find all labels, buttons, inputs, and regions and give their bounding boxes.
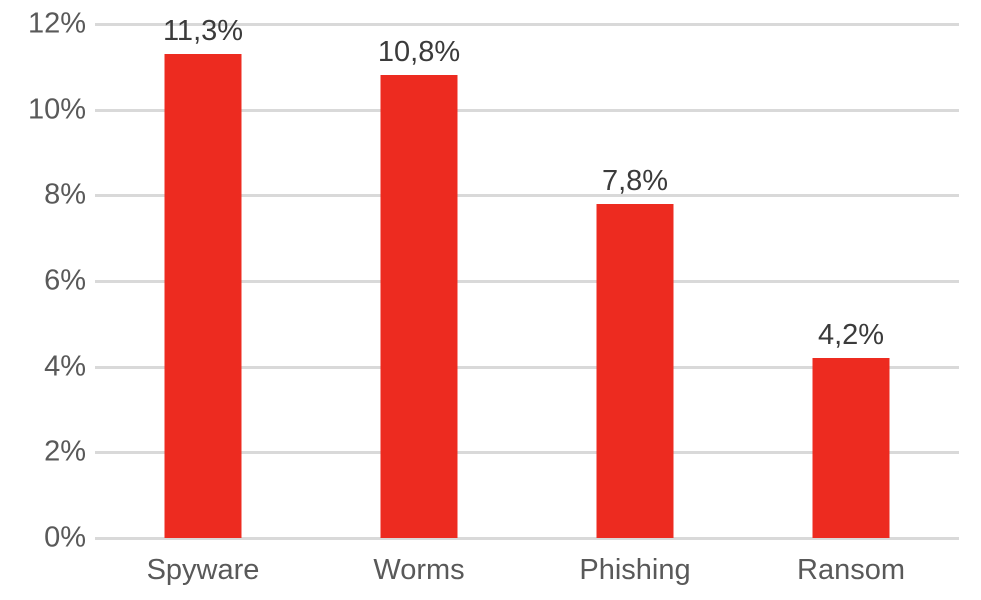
plot-area: 11,3% 10,8% 7,8% 4,2% xyxy=(95,16,959,538)
x-tick-label-worms: Worms xyxy=(373,554,465,586)
gridline-12 xyxy=(95,23,959,26)
x-tick-label-ransom: Ransom xyxy=(797,554,905,586)
bar-slot-3: 4,2% xyxy=(743,24,959,538)
y-tick-label-10: 10% xyxy=(27,93,86,126)
gridline-2 xyxy=(95,451,959,455)
gridline-8 xyxy=(95,194,959,198)
y-tick-label-4: 4% xyxy=(44,350,86,383)
bar-slot-0: 11,3% xyxy=(95,16,311,538)
y-tick-label-6: 6% xyxy=(44,264,86,297)
gridline-4 xyxy=(95,365,959,369)
gridline-6 xyxy=(95,280,959,283)
x-tick-label-phishing: Phishing xyxy=(579,554,691,586)
y-tick-label-0: 0% xyxy=(44,521,86,554)
bar-ransom[interactable] xyxy=(812,358,890,538)
bar-value-label-0: 11,3% xyxy=(162,14,244,47)
bar-spyware[interactable] xyxy=(164,53,242,538)
y-tick-label-8: 8% xyxy=(44,178,86,211)
bar-value-label-2: 7,8% xyxy=(601,164,669,197)
y-tick-label-2: 2% xyxy=(44,435,86,468)
bar-phishing[interactable] xyxy=(596,203,674,538)
bar-slot-2: 7,8% xyxy=(527,24,743,538)
bar-value-label-3: 4,2% xyxy=(817,319,885,352)
bar-slot-1: 10,8% xyxy=(311,24,527,538)
y-tick-label-12: 12% xyxy=(27,7,86,40)
bar-worms[interactable] xyxy=(380,75,458,538)
gridline-0 xyxy=(95,537,959,540)
x-tick-label-spyware: Spyware xyxy=(146,554,260,586)
gridline-10 xyxy=(95,108,959,112)
bar-value-label-1: 10,8% xyxy=(377,36,461,69)
